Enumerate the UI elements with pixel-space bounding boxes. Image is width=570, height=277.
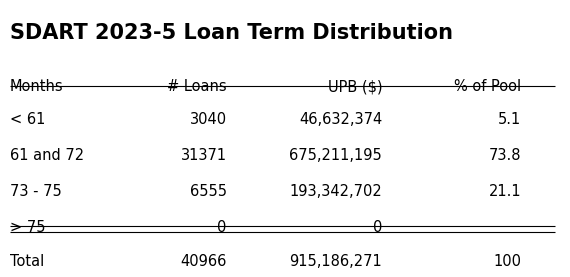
Text: 3040: 3040 (189, 112, 226, 127)
Text: 46,632,374: 46,632,374 (299, 112, 382, 127)
Text: % of Pool: % of Pool (454, 79, 521, 94)
Text: 40966: 40966 (180, 254, 226, 269)
Text: 193,342,702: 193,342,702 (290, 184, 382, 199)
Text: # Loans: # Loans (167, 79, 226, 94)
Text: 915,186,271: 915,186,271 (290, 254, 382, 269)
Text: > 75: > 75 (10, 220, 45, 235)
Text: 5.1: 5.1 (498, 112, 521, 127)
Text: 0: 0 (217, 220, 226, 235)
Text: 0: 0 (373, 220, 382, 235)
Text: 675,211,195: 675,211,195 (290, 148, 382, 163)
Text: UPB ($): UPB ($) (328, 79, 382, 94)
Text: Months: Months (10, 79, 63, 94)
Text: 6555: 6555 (190, 184, 226, 199)
Text: 21.1: 21.1 (488, 184, 521, 199)
Text: < 61: < 61 (10, 112, 45, 127)
Text: 61 and 72: 61 and 72 (10, 148, 84, 163)
Text: 73 - 75: 73 - 75 (10, 184, 62, 199)
Text: 100: 100 (493, 254, 521, 269)
Text: Total: Total (10, 254, 44, 269)
Text: 31371: 31371 (181, 148, 226, 163)
Text: SDART 2023-5 Loan Term Distribution: SDART 2023-5 Loan Term Distribution (10, 23, 453, 43)
Text: 73.8: 73.8 (488, 148, 521, 163)
